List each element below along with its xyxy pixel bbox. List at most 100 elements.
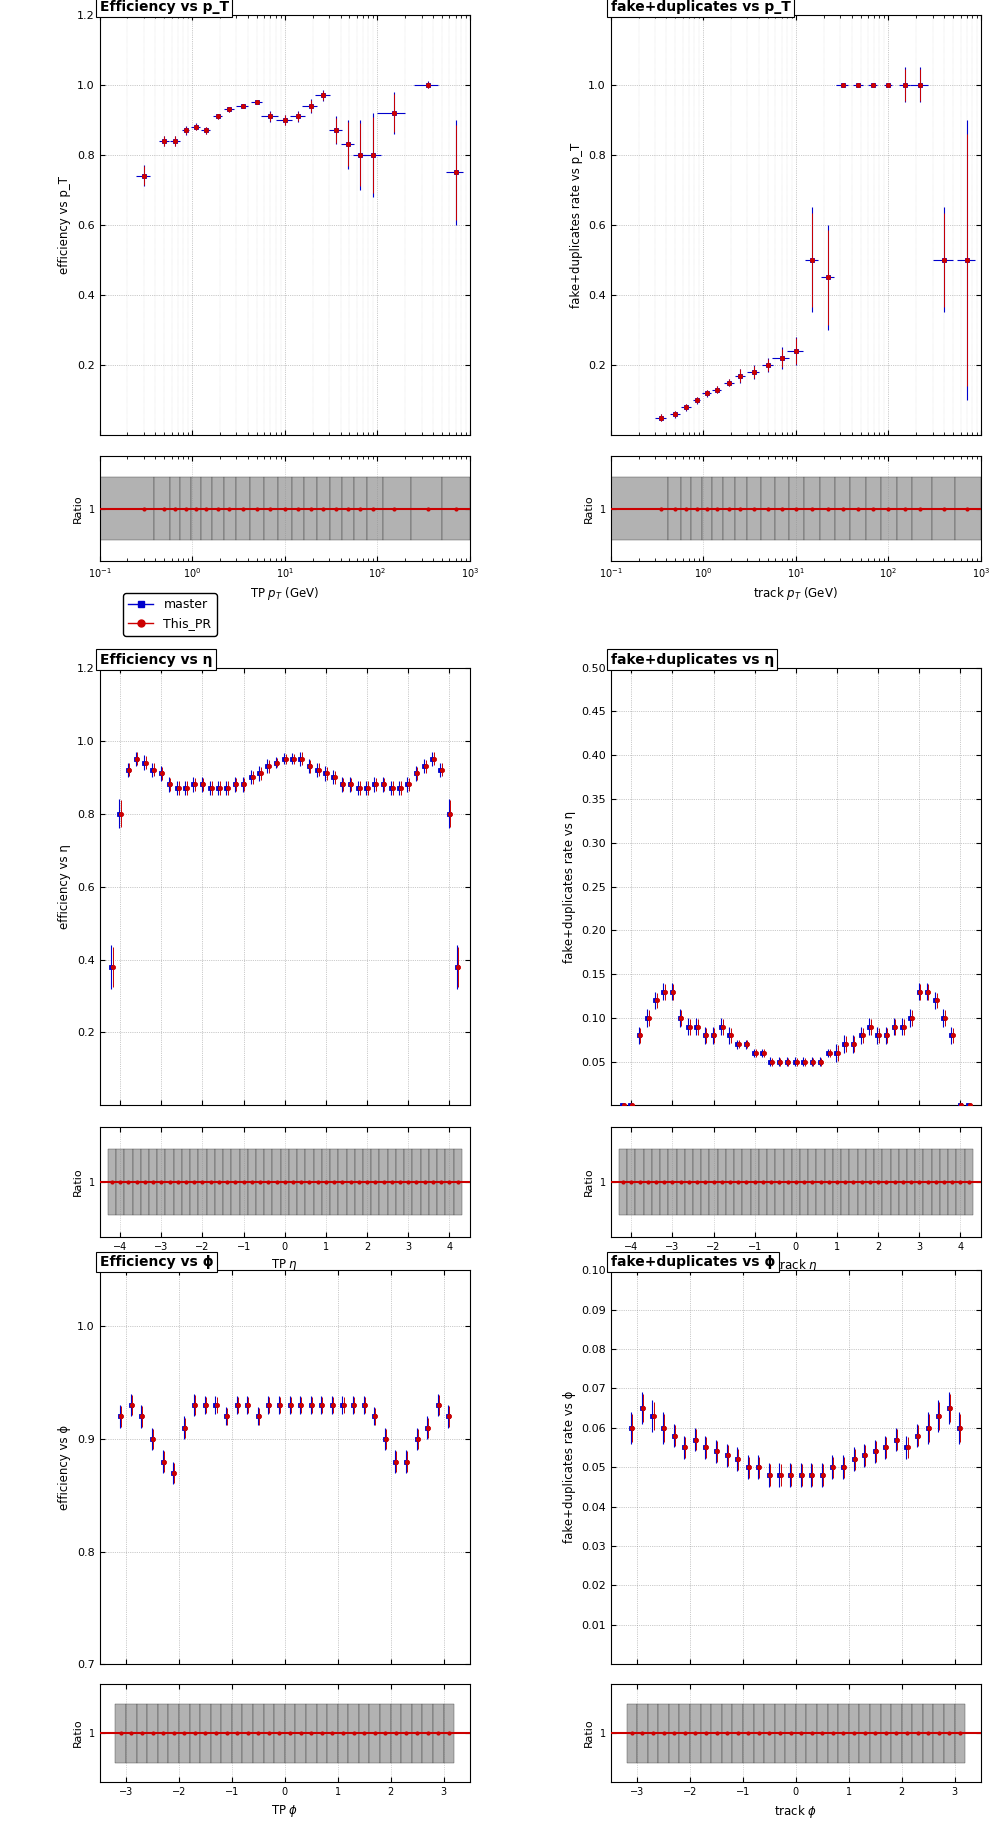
Bar — [850, 1149, 858, 1215]
Bar — [701, 1149, 709, 1215]
Bar — [874, 1149, 882, 1215]
Bar — [453, 1149, 462, 1215]
Bar — [281, 1149, 289, 1215]
Bar — [833, 1149, 842, 1215]
X-axis label: TP $\phi$: TP $\phi$ — [271, 1803, 299, 1819]
Bar — [732, 1703, 743, 1762]
Bar — [635, 1149, 643, 1215]
Bar — [679, 1703, 690, 1762]
Bar — [317, 1703, 327, 1762]
Bar — [248, 1149, 256, 1215]
Bar — [221, 1703, 232, 1762]
Bar — [116, 1703, 126, 1762]
Bar — [157, 1149, 165, 1215]
Bar — [880, 477, 896, 539]
Bar — [842, 1149, 850, 1215]
Bar — [412, 1149, 420, 1215]
Bar — [764, 1703, 775, 1762]
Bar — [411, 1703, 422, 1762]
Bar — [437, 1149, 445, 1215]
Bar — [907, 1149, 915, 1215]
Bar — [775, 477, 789, 539]
Bar — [742, 1149, 751, 1215]
Bar — [817, 1149, 825, 1215]
Bar — [709, 1149, 718, 1215]
Bar — [165, 1149, 173, 1215]
Bar — [858, 1149, 866, 1215]
Bar — [800, 1149, 808, 1215]
Bar — [168, 1703, 179, 1762]
Bar — [212, 477, 223, 539]
Bar — [443, 1703, 454, 1762]
Bar — [126, 1703, 136, 1762]
Bar — [422, 1703, 433, 1762]
Y-axis label: Ratio: Ratio — [73, 495, 83, 523]
Bar — [117, 1149, 124, 1215]
Y-axis label: Ratio: Ratio — [585, 495, 595, 523]
Bar — [784, 1149, 792, 1215]
Bar — [401, 1703, 411, 1762]
Bar — [347, 1149, 355, 1215]
Bar — [775, 1149, 784, 1215]
Bar — [140, 1149, 149, 1215]
Bar — [223, 1149, 231, 1215]
Text: fake+duplicates vs p_T: fake+duplicates vs p_T — [611, 0, 791, 13]
Bar — [948, 1149, 956, 1215]
Y-axis label: fake+duplicates rate vs p_T: fake+duplicates rate vs p_T — [570, 142, 583, 308]
Bar — [923, 1149, 931, 1215]
Bar — [676, 1149, 685, 1215]
Bar — [330, 477, 342, 539]
Bar — [445, 1149, 453, 1215]
Bar — [611, 477, 668, 539]
Bar — [807, 1703, 817, 1762]
Bar — [751, 1149, 759, 1215]
Bar — [342, 477, 354, 539]
Bar — [404, 1149, 412, 1215]
Bar — [767, 1149, 775, 1215]
Bar — [232, 1703, 242, 1762]
X-axis label: track $\phi$: track $\phi$ — [774, 1803, 818, 1819]
Bar — [940, 1149, 948, 1215]
Bar — [206, 1149, 215, 1215]
Bar — [317, 477, 330, 539]
Y-axis label: Ratio: Ratio — [585, 1167, 595, 1197]
Bar — [359, 1703, 370, 1762]
Bar — [441, 477, 470, 539]
Bar — [849, 1703, 860, 1762]
Bar — [651, 1149, 660, 1215]
Bar — [626, 1703, 637, 1762]
Bar — [870, 1703, 880, 1762]
Text: Efficiency vs η: Efficiency vs η — [100, 652, 212, 667]
Bar — [330, 1149, 339, 1215]
Y-axis label: efficiency vs η: efficiency vs η — [59, 844, 72, 929]
Y-axis label: Ratio: Ratio — [585, 1720, 595, 1747]
Bar — [250, 477, 264, 539]
Bar — [149, 1149, 157, 1215]
Bar — [191, 477, 201, 539]
Bar — [700, 1703, 711, 1762]
Bar — [433, 1703, 443, 1762]
Bar — [931, 1149, 940, 1215]
Bar — [964, 1149, 973, 1215]
Bar — [242, 1703, 253, 1762]
Bar — [292, 477, 305, 539]
Bar — [379, 1149, 387, 1215]
Bar — [236, 477, 250, 539]
Bar — [658, 1703, 669, 1762]
Bar — [136, 1703, 147, 1762]
Bar — [712, 477, 723, 539]
Bar — [912, 1703, 923, 1762]
Bar — [690, 1703, 700, 1762]
Bar — [955, 477, 981, 539]
Bar — [619, 1149, 627, 1215]
Bar — [866, 1149, 874, 1215]
Bar — [691, 477, 702, 539]
Bar — [785, 1703, 796, 1762]
Bar — [668, 477, 680, 539]
Bar — [223, 477, 236, 539]
Bar — [851, 477, 866, 539]
Bar — [339, 1149, 347, 1215]
Bar — [702, 477, 712, 539]
Bar — [355, 1149, 363, 1215]
Bar — [735, 477, 747, 539]
